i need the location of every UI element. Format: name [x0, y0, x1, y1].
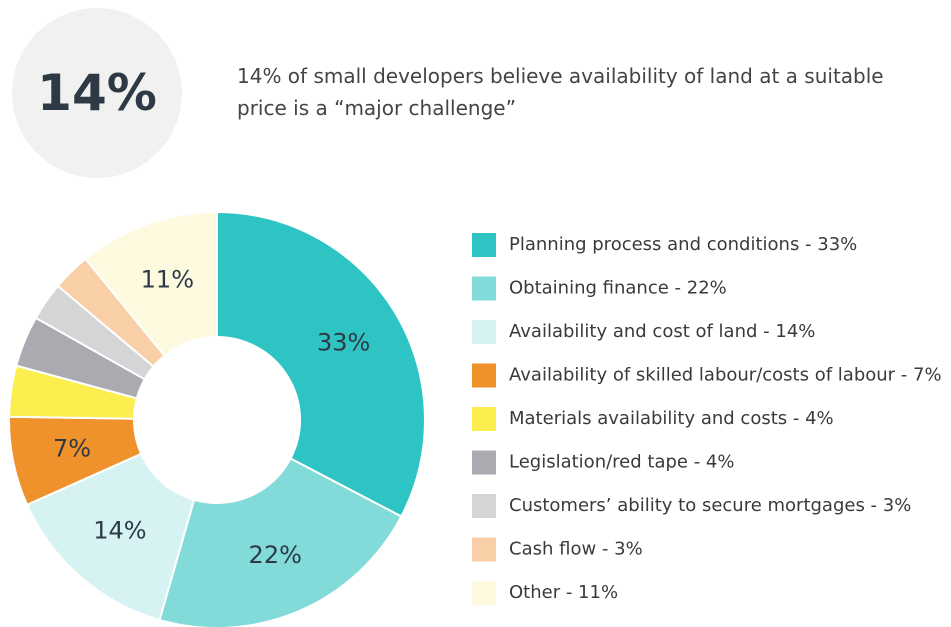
legend-swatch: [472, 363, 496, 388]
legend-label: Planning process and conditions - 33%: [509, 234, 857, 255]
legend-swatch: [472, 494, 496, 518]
slice: [84, 210, 218, 358]
legend-label: Customers’ ability to secure mortgages -…: [509, 495, 911, 516]
legend-label: Materials availability and costs - 4%: [509, 408, 834, 429]
legend-label: Legislation/red tape - 4%: [509, 452, 734, 473]
legend-label: Availability and cost of land - 14%: [509, 321, 815, 342]
legend-swatch: [472, 450, 496, 475]
legend-label: Cash flow - 3%: [509, 539, 643, 560]
slice: [25, 452, 196, 622]
slice-label: 11%: [141, 266, 194, 294]
slice-label: 22%: [249, 541, 302, 569]
slice: [158, 457, 403, 627]
legend-swatch: [472, 537, 496, 562]
legend-swatch: [472, 276, 496, 301]
legend-label: Other - 11%: [509, 582, 618, 603]
legend-label: Obtaining finance - 22%: [509, 278, 727, 299]
slice: [216, 210, 426, 518]
legend-label: Availability of skilled labour/costs of …: [509, 365, 942, 386]
legend-swatch: [472, 320, 496, 344]
stat-circle: 14%: [12, 8, 182, 178]
legend-swatch: [472, 233, 496, 257]
legend-swatch: [472, 581, 496, 605]
legend-swatch: [472, 407, 496, 431]
stat-text: 14% of small developers believe availabi…: [237, 64, 884, 120]
slice-label: 14%: [93, 517, 146, 545]
slice-label: 33%: [317, 328, 370, 356]
slice-label: 7%: [53, 435, 91, 463]
